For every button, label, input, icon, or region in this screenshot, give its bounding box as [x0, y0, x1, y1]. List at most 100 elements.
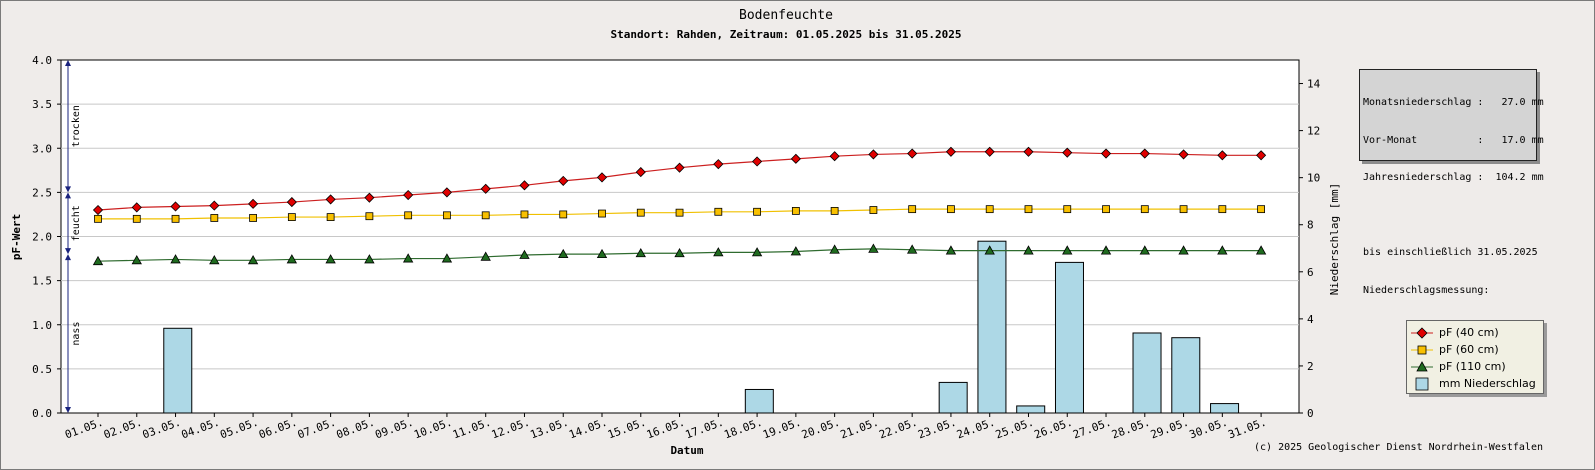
data-point	[248, 198, 259, 209]
data-point	[829, 244, 840, 254]
x-tick-label: 25.05.	[994, 416, 1036, 442]
data-point	[94, 214, 102, 223]
x-tick-label: 02.05.	[102, 416, 144, 442]
x-tick-label: 04.05.	[180, 416, 222, 442]
data-point	[906, 244, 918, 254]
y-right-axis-label: Niederschlag [mm]	[1328, 183, 1341, 296]
data-point	[1217, 150, 1228, 161]
data-point	[92, 255, 104, 266]
data-point	[170, 201, 181, 212]
data-point	[635, 247, 646, 258]
zone-arrow-up-icon	[65, 254, 71, 261]
y-tick-label: 0.5	[32, 363, 52, 376]
data-point	[674, 162, 685, 173]
data-point	[480, 251, 491, 261]
info-line	[1363, 210, 1533, 223]
data-point	[791, 207, 800, 215]
data-point	[364, 254, 375, 264]
x-tick-label: 17.05.	[684, 416, 726, 442]
data-point	[635, 167, 646, 178]
data-point	[92, 204, 104, 216]
data-point	[985, 205, 994, 214]
y-right-tick-label: 2	[1307, 360, 1314, 373]
y-tick-label: 2.0	[32, 231, 52, 244]
data-point	[519, 249, 530, 259]
legend-item-pf60: pF (60 cm)	[1411, 341, 1539, 358]
x-tick-label: 13.05.	[528, 416, 570, 442]
data-point	[131, 202, 142, 213]
data-point	[1100, 148, 1112, 159]
data-point	[752, 156, 763, 167]
info-line: Monatsniederschlag : 27.0 mm	[1363, 97, 1544, 108]
legend-label: pF (60 cm)	[1439, 343, 1499, 356]
x-tick-label: 10.05.	[412, 416, 454, 442]
data-point	[402, 253, 414, 263]
data-point	[1139, 148, 1150, 159]
x-tick-label: 26.05.	[1032, 416, 1074, 442]
data-point	[1217, 245, 1228, 255]
y-tick-label: 3.5	[32, 98, 52, 111]
zone-arrow-down-icon	[65, 186, 71, 193]
x-tick-label: 05.05.	[218, 416, 260, 442]
zone-label: trocken	[71, 105, 82, 147]
data-point	[132, 214, 141, 223]
precipitation-bar	[1016, 405, 1046, 414]
y-right-tick-label: 12	[1307, 125, 1320, 138]
data-point	[443, 211, 451, 220]
data-point	[945, 245, 957, 255]
data-point	[868, 149, 879, 160]
data-point	[558, 248, 569, 259]
y-tick-label: 1.0	[32, 319, 52, 332]
data-point	[713, 159, 724, 170]
data-point	[1063, 205, 1072, 214]
data-point	[674, 247, 685, 258]
data-point	[287, 213, 296, 221]
x-tick-label: 08.05.	[335, 416, 377, 442]
data-point	[209, 255, 220, 265]
data-point	[1100, 245, 1112, 255]
x-tick-label: 28.05.	[1110, 416, 1152, 442]
data-point	[945, 146, 957, 157]
y-tick-label: 2.5	[32, 186, 52, 199]
legend-label: pF (40 cm)	[1439, 326, 1499, 339]
y-tick-label: 3.0	[32, 142, 52, 155]
data-point	[636, 208, 645, 217]
x-axis-label: Datum	[670, 444, 703, 457]
data-point	[365, 212, 374, 221]
data-point	[558, 175, 569, 186]
data-point	[1023, 245, 1034, 255]
x-tick-label: 24.05.	[955, 416, 997, 442]
data-point	[907, 148, 918, 159]
x-tick-label: 22.05.	[877, 416, 919, 442]
copyright-text: (c) 2025 Geologischer Dienst Nordrhein-W…	[1254, 442, 1543, 453]
data-point	[131, 255, 142, 265]
precipitation-bar	[744, 388, 774, 414]
data-point	[1062, 147, 1073, 158]
precipitation-bar	[163, 327, 193, 414]
precipitation-info-box: Monatsniederschlag : 27.0 mm Vor-Monat :…	[1359, 69, 1544, 333]
data-point	[170, 254, 181, 264]
precipitation-bar	[1210, 403, 1240, 414]
x-tick-label: 19.05.	[761, 416, 803, 442]
chart-legend: pF (40 cm) pF (60 cm) pF (110 cm) mm Nie…	[1406, 320, 1544, 394]
data-point	[1257, 205, 1265, 214]
legend-swatch-triangle	[1411, 360, 1433, 374]
data-point	[598, 209, 606, 218]
y-right-tick-label: 10	[1307, 172, 1320, 185]
data-point	[1024, 205, 1033, 214]
precipitation-bar	[938, 381, 968, 414]
x-tick-label: 16.05.	[645, 416, 687, 442]
data-point	[596, 248, 608, 259]
x-tick-label: 12.05.	[490, 416, 532, 442]
data-point	[869, 206, 878, 214]
legend-swatch-bar	[1411, 377, 1433, 391]
data-point	[286, 254, 298, 264]
x-tick-label: 07.05.	[296, 416, 338, 442]
data-point	[481, 211, 490, 220]
data-point	[1023, 146, 1034, 157]
chart-subtitle: Standort: Rahden, Zeitraum: 01.05.2025 b…	[611, 28, 962, 41]
y-tick-label: 1.5	[32, 275, 52, 288]
data-point	[1255, 245, 1267, 255]
y-right-tick-label: 6	[1307, 266, 1314, 279]
data-point	[210, 214, 219, 222]
